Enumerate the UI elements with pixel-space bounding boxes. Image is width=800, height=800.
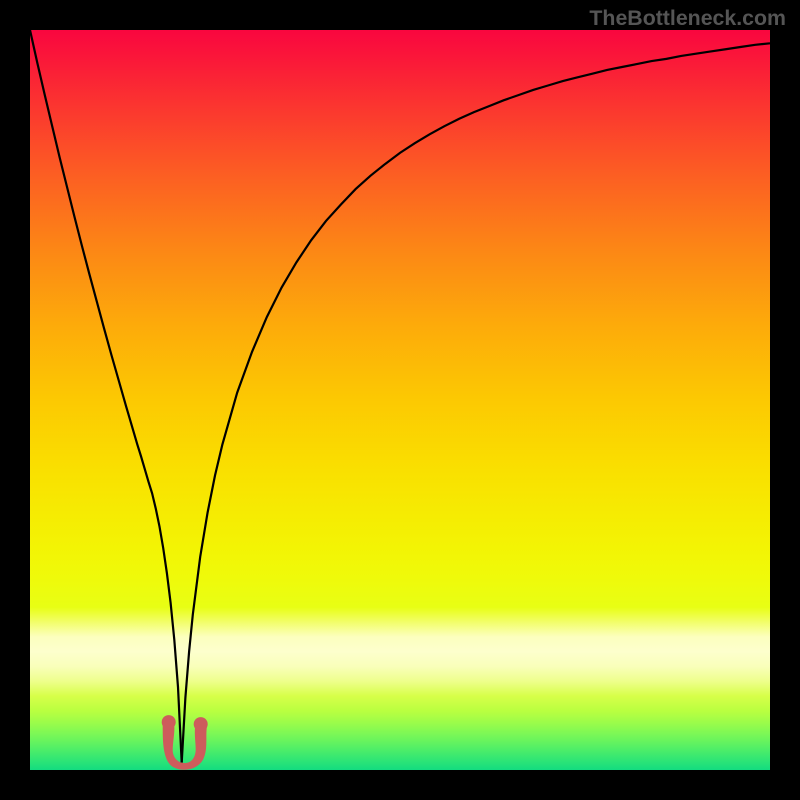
notch-marker-dot-left bbox=[162, 715, 176, 729]
watermark-text: TheBottleneck.com bbox=[589, 6, 786, 31]
chart-frame: TheBottleneck.com bbox=[0, 0, 800, 800]
gradient-rect bbox=[30, 30, 770, 770]
notch-marker-dot-right bbox=[194, 717, 208, 731]
plot-area bbox=[30, 30, 770, 770]
